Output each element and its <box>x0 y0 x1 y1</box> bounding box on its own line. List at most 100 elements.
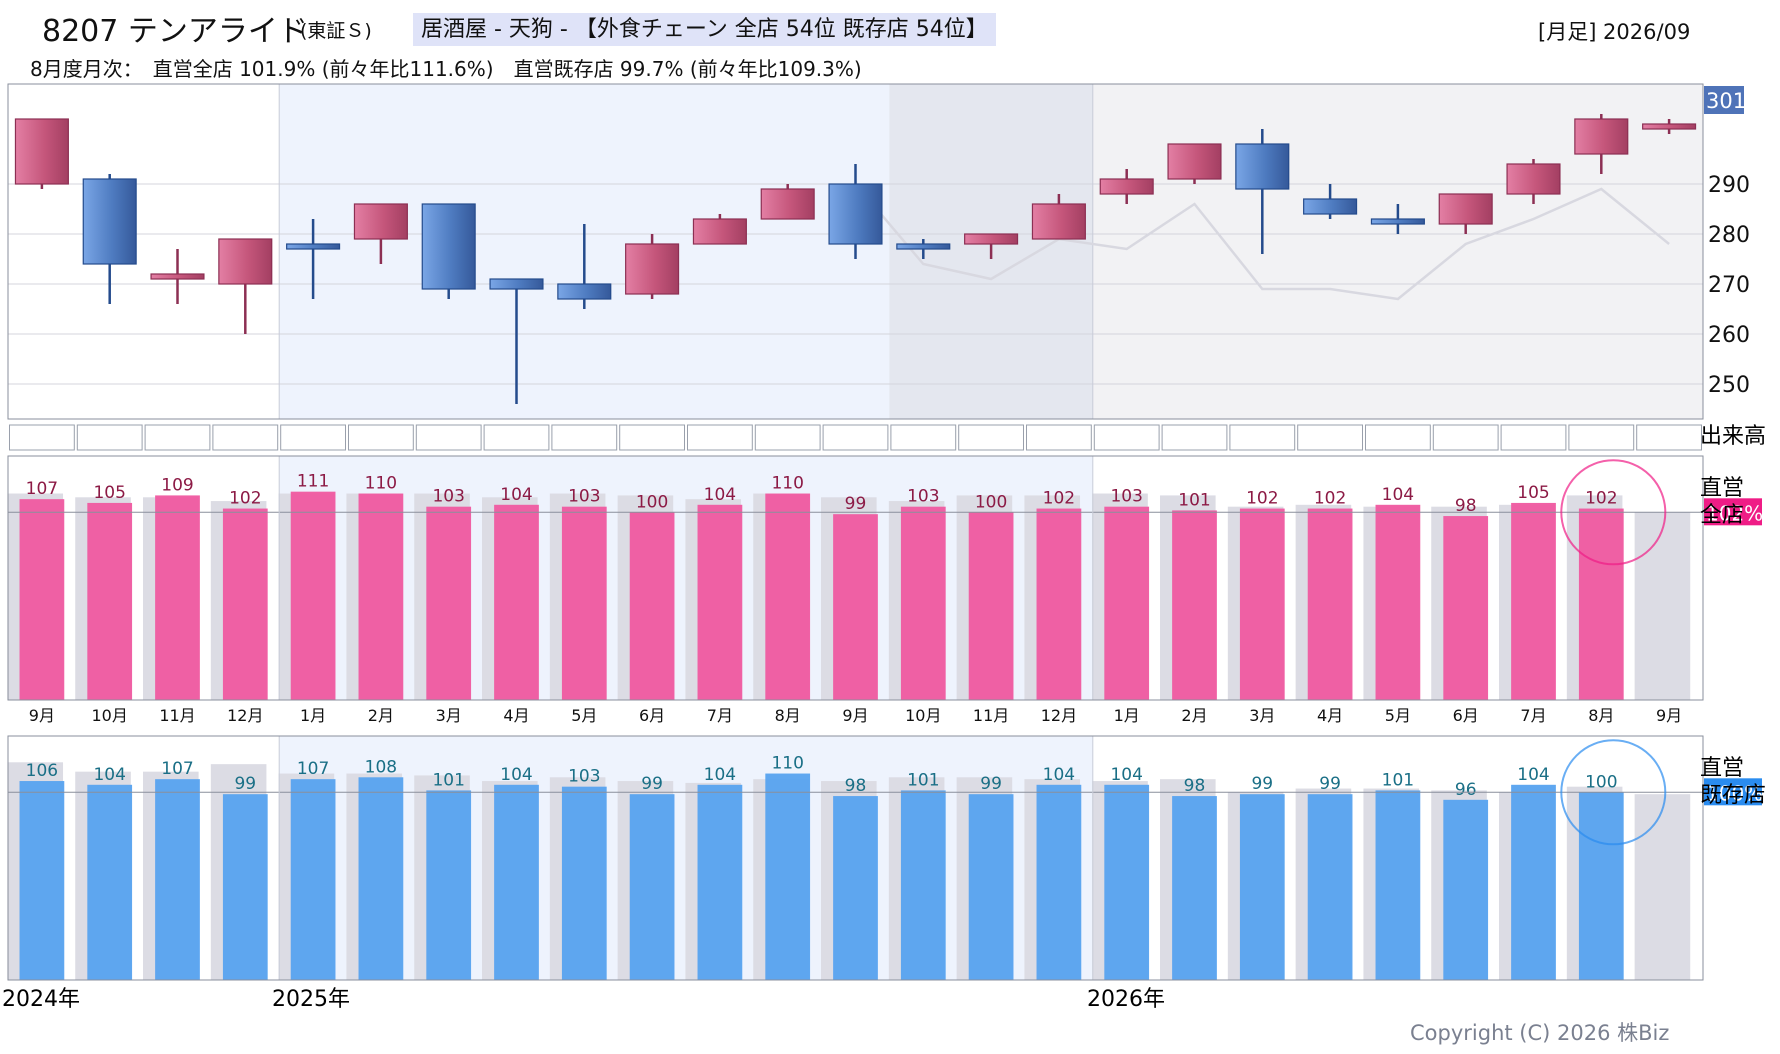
all-store-bar-label: 109 <box>161 475 193 495</box>
all-store-bar-label: 102 <box>1314 489 1346 509</box>
existing-bar <box>900 790 946 980</box>
candle-body <box>150 273 205 280</box>
price-frame <box>7 83 1704 420</box>
existing-bar <box>1239 794 1285 980</box>
all-store-bar-label: 104 <box>704 485 736 505</box>
month-label: 2月 <box>1181 706 1207 725</box>
all-store-bar <box>1443 516 1489 700</box>
stock-chart: 250 260 270 280 290 301 107 105 109 102 111 110 103… <box>2 83 1766 1010</box>
existing-frame <box>7 735 1704 981</box>
all-store-bar-label: 102 <box>229 489 261 509</box>
all-store-bar <box>358 493 404 700</box>
all-store-bar-label: 99 <box>845 494 867 514</box>
candle-body <box>1438 193 1493 225</box>
existing-bar <box>968 794 1014 980</box>
last-price-label: 301 <box>1706 89 1746 113</box>
copyright: Copyright (C) 2026 株Biz <box>1410 1021 1670 1045</box>
all-store-bar <box>87 502 133 700</box>
existing-bar <box>358 777 404 980</box>
candle-body <box>286 243 341 250</box>
volume-cell <box>212 424 279 451</box>
all-store-bar <box>1511 502 1556 700</box>
candle-body <box>760 188 815 220</box>
period-label: [月足] 2026/09 <box>1538 20 1691 44</box>
volume-cell <box>687 424 753 451</box>
existing-bar-label: 99 <box>1319 774 1341 794</box>
existing-bar <box>765 773 811 980</box>
existing-prior-bar <box>1634 794 1691 980</box>
volume-cell <box>76 424 143 451</box>
existing-bar <box>494 784 539 980</box>
all-store-bar-label: 103 <box>432 487 464 507</box>
all-store-bar-label: 105 <box>1517 483 1549 503</box>
month-label: 3月 <box>1249 706 1275 725</box>
candle-body <box>1099 178 1154 195</box>
volume-cell <box>1161 424 1228 451</box>
volume-cell <box>280 424 347 451</box>
candle-body <box>421 203 476 290</box>
existing-bar-label: 104 <box>93 765 125 785</box>
candle-body <box>489 278 544 290</box>
candle-body <box>964 233 1019 245</box>
all-store-bar <box>1307 508 1353 700</box>
existing-bar <box>19 781 65 980</box>
existing-bar <box>426 790 472 980</box>
candle-body <box>82 178 137 265</box>
all-store-bar-label: 102 <box>1043 489 1075 509</box>
existing-bar <box>1375 790 1421 980</box>
all-store-bar-label: 102 <box>1246 489 1278 509</box>
existing-badge <box>1704 778 1762 806</box>
month-label: 10月 <box>905 706 941 725</box>
existing-bar-label: 99 <box>641 774 663 794</box>
volume-cell <box>1365 424 1431 451</box>
month-label: 3月 <box>436 706 462 725</box>
candle-body <box>557 283 612 300</box>
all-store-bar <box>494 504 539 700</box>
month-label: 7月 <box>707 706 733 725</box>
existing-bar-label: 98 <box>845 776 867 796</box>
month-label: 8月 <box>775 706 801 725</box>
candle-body <box>353 203 408 240</box>
all-store-bar <box>968 512 1014 700</box>
all-store-bar <box>1578 508 1624 700</box>
existing-bar-label: 107 <box>297 759 329 779</box>
all-store-bar <box>1104 506 1150 700</box>
all-store-bar <box>1172 510 1217 700</box>
volume-cell <box>551 424 618 451</box>
existing-bar-label: 99 <box>234 774 256 794</box>
existing-bar-label: 101 <box>907 770 939 790</box>
all-store-bar <box>19 499 65 700</box>
all-store-highlight-circle <box>1560 459 1667 566</box>
industry-tag: 居酒屋 - 天狗 - 【外食チェーン 全店 54位 既存店 54位】 <box>413 13 996 46</box>
candle-body <box>625 243 680 295</box>
existing-bar-label: 96 <box>1455 780 1477 800</box>
volume-cell <box>483 424 550 451</box>
volume-cell <box>1229 424 1296 451</box>
volume-cell <box>619 424 686 451</box>
y-tick-label: 250 <box>1708 373 1750 398</box>
month-label: 12月 <box>227 706 263 725</box>
all-store-bar-label: 103 <box>907 487 939 507</box>
all-store-bar <box>629 512 675 700</box>
all-store-frame <box>7 455 1704 701</box>
all-store-bar-label: 105 <box>93 483 125 503</box>
existing-bar-label: 110 <box>771 754 803 774</box>
month-label: 7月 <box>1520 706 1546 725</box>
monthly-summary: 8月度月次： 直営全店 101.9% (前々年比111.6%) 直営既存店 99… <box>30 57 862 81</box>
year-label-2026: 2026年 <box>1087 987 1165 1010</box>
volume-cell <box>1026 424 1092 451</box>
comparison-line <box>854 183 1670 301</box>
all-store-bar <box>900 506 946 700</box>
all-store-bar-label: 102 <box>1585 489 1617 509</box>
existing-bar-label: 104 <box>704 765 736 785</box>
all-store-prior-bar <box>1634 512 1691 700</box>
volume-cell <box>1432 424 1499 451</box>
existing-bar-label: 104 <box>500 765 532 785</box>
existing-bar <box>1578 792 1624 980</box>
y-tick-label: 270 <box>1708 273 1750 298</box>
existing-bar-label: 99 <box>1251 774 1273 794</box>
volume-cell <box>9 424 75 451</box>
month-label: 2月 <box>368 706 394 725</box>
existing-bar <box>87 784 133 980</box>
existing-bar-label: 104 <box>1517 765 1549 785</box>
